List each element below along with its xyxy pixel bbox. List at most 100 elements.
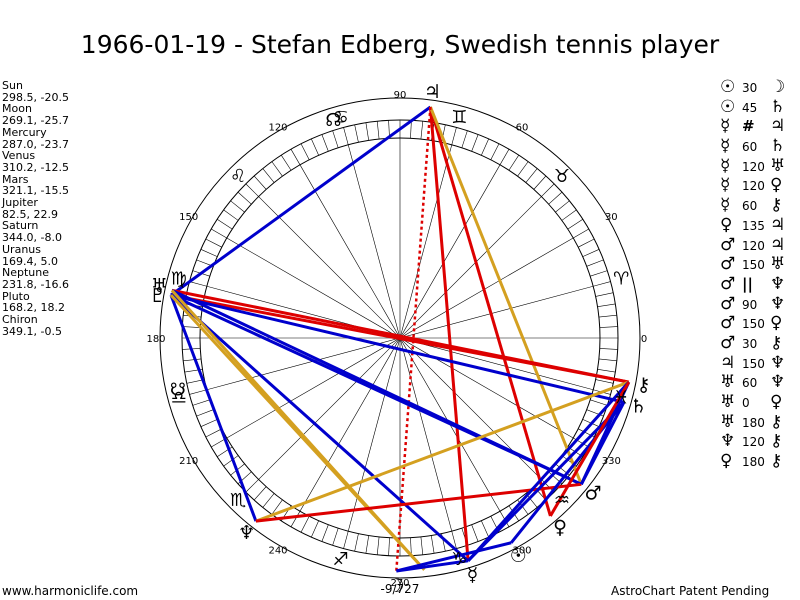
degree-tick [281,155,292,171]
aspect-line [429,106,583,485]
degree-tick [205,428,222,438]
planet-coordinates: 169.4, 5.0 [2,254,58,268]
degree-tick [183,358,202,362]
degree-tick [451,531,457,549]
aspect-planet-2: ⚷ [770,332,783,353]
aspect-line [170,105,432,297]
aspect-planet-2: ♆ [770,372,786,393]
degree-label: 210 [179,456,198,467]
aspect-planet-1: ♃ [720,352,736,373]
planet-coordinates: 269.1, -25.7 [2,114,69,128]
degree-tick [245,479,259,493]
aspect-planet-2: ♆ [770,352,786,373]
degree-tick [586,259,604,267]
degree-tick [598,358,617,362]
degree-label: 0 [641,334,647,345]
zodiac-sign-glyphs: ♈ ♉ ♊ ♋ ♌ ♍ ♎ ♏ ♐ ♑ ♒ ♓ ☊ ☋ [170,107,629,570]
aspect-type: 45 [742,100,758,115]
degree-label: 330 [602,456,621,467]
degree-tick [200,419,218,427]
degree-tick [490,143,500,160]
degree-tick [595,292,614,297]
chart-title: 1966-01-19 - Stefan Edberg, Swedish tenn… [80,30,720,59]
planet-positions-list: Sun 298.5, -20.5 Moon 269.1, -25.7 Mercury 28… [2,80,69,337]
degree-tick [262,168,275,183]
degree-tick [245,183,259,197]
degree-tick [555,200,570,213]
aspect-planet-2: ☽ [770,77,786,97]
degree-label: 90 [394,90,407,101]
aspect-line [396,559,469,573]
aspect-planet-2: ⚷ [770,411,783,432]
degree-tick [271,499,283,515]
aspect-row: ♃ 150 ♆ [720,352,786,374]
aspect-planet-2: ♆ [770,293,786,314]
aspect-line [428,106,470,561]
planet-name: Neptune [2,266,50,280]
degree-tick [182,326,201,328]
planet-name: Mercury [2,125,47,139]
degree-tick [311,138,319,156]
degree-tick [230,200,245,213]
aspect-planet-2: ♄ [770,96,786,117]
aspect-planet-2: ♀ [770,313,783,334]
degree-tick [262,493,275,508]
aspect-planet-1: ☉ [720,77,736,97]
aspect-type: 60 [742,199,758,214]
aspect-planet-1: ♂ [720,234,736,255]
zodiac-sign-glyph: ♐ [333,549,349,570]
aspect-row: ♅ 60 ♆ [720,373,785,393]
degree-tick [332,130,339,148]
degree-tick [599,348,618,350]
planet-name: Moon [2,102,32,116]
aspect-line [549,381,631,517]
degree-tick [517,161,529,177]
planet-coordinates: 82.5, 22.9 [2,207,58,221]
degree-tick [582,249,600,257]
degree-tick [365,535,370,554]
aspect-planet-1: ☿ [720,136,731,157]
aspect-line [169,294,470,562]
zodiac-sign-glyph: ♋ [333,107,349,128]
aspect-planet-2: ♄ [770,136,786,157]
aspect-planet-1: ☿ [720,195,731,216]
aspect-planet-2: ⚷ [770,431,783,452]
degree-label: 180 [146,334,165,345]
degree-tick [471,134,479,152]
planet-glyph: ☽ [388,575,405,597]
aspect-planet-2: ♅ [770,254,786,275]
aspect-row: ♂ 150 ♅ [720,254,786,275]
planet-glyph: ♅ [151,275,168,297]
aspect-planet-1: ♀ [720,451,733,472]
aspect-planet-1: ♂ [720,332,736,353]
aspect-type: 0 [742,396,750,410]
degree-tick [567,219,583,230]
planet-name: Mars [2,172,29,186]
degree-tick [376,121,380,140]
aspect-row: ♅ 0 ♀ [720,392,785,413]
degree-tick [430,535,435,554]
aspect-type: || [742,274,753,293]
planet-glyph: ⚷ [637,374,651,396]
aspect-line [169,294,258,522]
degree-tick [533,175,547,190]
degree-tick [290,149,301,165]
planet-coordinates: 231.8, -16.6 [2,277,69,291]
degree-tick [192,399,210,406]
planet-coordinates: 168.2, 18.2 [2,301,65,315]
aspect-planet-1: ♀ [720,214,733,235]
degree-tick [205,238,222,248]
aspect-type: 30 [742,336,758,351]
degree-tick [561,209,577,221]
degree-tick [471,524,479,542]
degree-tick [525,168,538,183]
degree-label: 300 [512,545,531,556]
zodiac-sign-glyph: ♉ [554,166,570,187]
aspect-row: ♂ 90 ♆ [720,293,786,315]
planet-glyph: ♄ [630,395,647,417]
planet-name: Sun [2,79,23,92]
planet-coordinates: 321.1, -15.5 [2,184,69,198]
aspect-planet-2: ♆ [770,273,786,294]
aspect-planet-2: ♀ [770,392,783,412]
zodiac-sign-glyph: ♊ [451,107,467,128]
